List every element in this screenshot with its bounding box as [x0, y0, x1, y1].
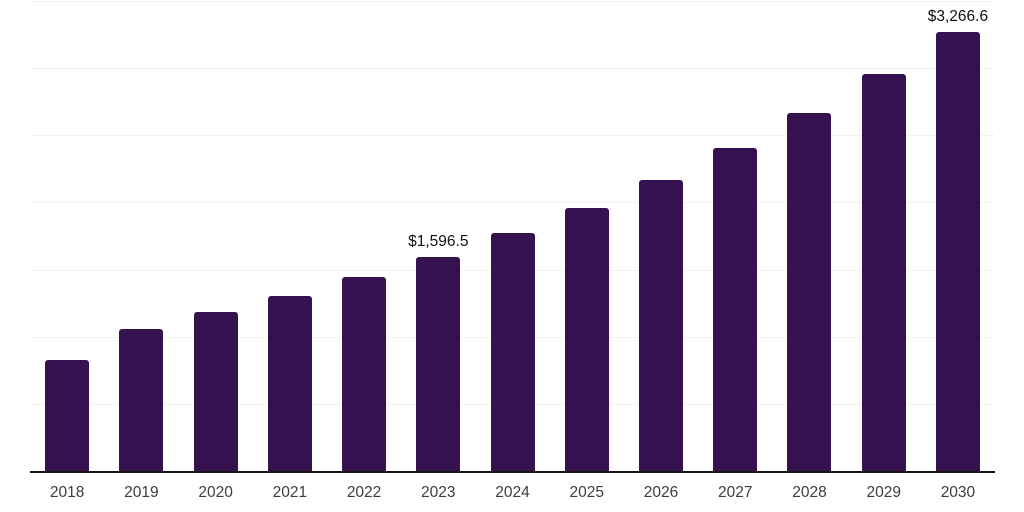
gridline-3500: [30, 1, 995, 2]
bar-slot-2025: [550, 1, 624, 471]
bar-2018: [45, 359, 90, 471]
x-tick-label-2029: 2029: [866, 484, 901, 501]
bar-slot-2021: [253, 1, 327, 471]
bar-slot-2018: [30, 1, 104, 471]
bar-slot-2030: $3,266.6: [921, 1, 995, 471]
bar-slot-2022: [327, 1, 401, 471]
gridline-2000: [30, 202, 995, 204]
x-tick-label-2025: 2025: [569, 484, 604, 501]
bar-2019: [119, 328, 164, 471]
x-axis-labels: 2018 2019 2020 2021 2022 2023 2024 2025 2026 2027…: [30, 484, 995, 502]
x-tick-label-2020: 2020: [198, 484, 233, 501]
bar-2028: [787, 113, 832, 471]
bar-2027: [713, 148, 758, 471]
x-tick-label-2018: 2018: [49, 484, 85, 501]
bar-slot-2026: [624, 1, 698, 471]
plot-area: $1,596.5 $3,266.6: [30, 1, 995, 473]
bar-value-label-2023: $1,596.5: [408, 232, 469, 250]
bar-2020: [193, 311, 238, 471]
x-tick-label-2019: 2019: [124, 484, 159, 501]
bars-container: $1,596.5 $3,266.6: [30, 1, 995, 471]
bar-2023: [416, 256, 461, 471]
x-tick-label-2030: 2030: [940, 484, 976, 501]
bar-value-label-2030: $3,266.6: [927, 8, 989, 26]
bar-slot-2020: [178, 1, 252, 471]
bar-2029: [861, 73, 906, 471]
bar-slot-2027: [698, 1, 772, 471]
bar-2025: [564, 208, 609, 471]
bar-slot-2024: [475, 1, 549, 471]
bar-slot-2023: $1,596.5: [401, 1, 475, 471]
x-tick-label-2022: 2022: [346, 484, 382, 501]
bar-slot-2028: [772, 1, 846, 471]
x-tick-label-2021: 2021: [272, 484, 308, 501]
x-tick-label-2023: 2023: [421, 484, 456, 501]
bar-2022: [342, 276, 387, 471]
bar-2026: [638, 180, 683, 471]
bar-2024: [490, 233, 535, 471]
x-tick-label-2027: 2027: [717, 484, 753, 501]
gridline-3000: [30, 68, 995, 70]
gridline-2500: [30, 135, 995, 137]
x-tick-label-2028: 2028: [792, 484, 827, 501]
bar-slot-2019: [104, 1, 178, 471]
bar-slot-2029: [847, 1, 921, 471]
x-tick-label-2024: 2024: [495, 484, 530, 501]
x-tick-label-2026: 2026: [643, 484, 679, 501]
bar-2021: [267, 295, 312, 471]
bar-2030: [935, 32, 980, 471]
